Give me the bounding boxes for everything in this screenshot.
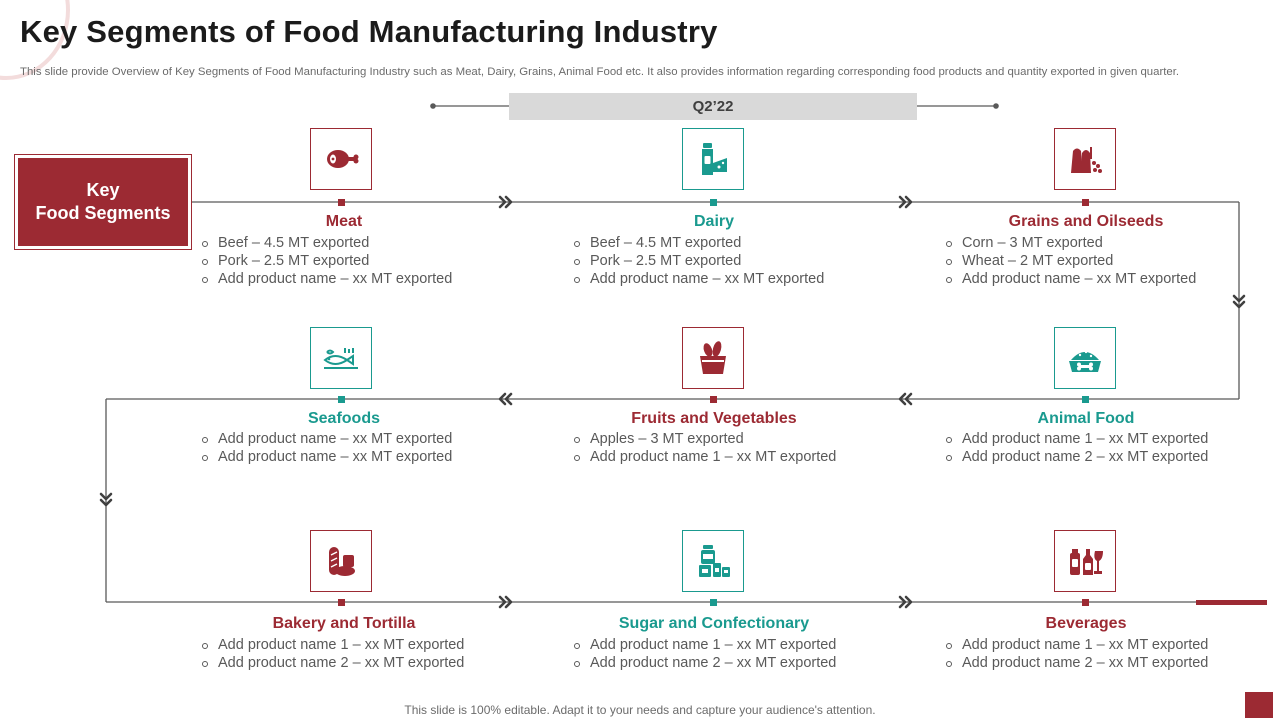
list-item: Add product name – xx MT exported [200, 270, 452, 288]
segment-list-meat: Beef – 4.5 MT exported Pork – 2.5 MT exp… [200, 234, 452, 288]
seafood-icon [310, 327, 372, 389]
dairy-icon [682, 128, 744, 190]
list-item: Pork – 2.5 MT exported [200, 252, 452, 270]
segment-title-grains: Grains and Oilseeds [1008, 213, 1164, 230]
seafood-connector-dot [338, 396, 345, 403]
segment-list-animal-food: Add product name 1 – xx MT exported Add … [944, 430, 1208, 466]
list-item: Add product name 2 – xx MT exported [572, 654, 836, 672]
list-item: Add product name 2 – xx MT exported [200, 654, 464, 672]
list-item: Beef – 4.5 MT exported [572, 234, 824, 252]
segment-list-sugar: Add product name 1 – xx MT exported Add … [572, 636, 836, 672]
bakery-connector-dot [338, 599, 345, 606]
list-item: Add product name – xx MT exported [200, 448, 452, 466]
list-item: Add product name 1 – xx MT exported [944, 430, 1208, 448]
animal-food-connector-dot [1082, 396, 1089, 403]
corner-accent [1245, 692, 1273, 718]
segment-title-dairy: Dairy [693, 213, 735, 230]
fruit-basket-icon [682, 327, 744, 389]
sugar-connector-dot [710, 599, 717, 606]
pet-bowl-icon [1054, 327, 1116, 389]
list-item: Add product name 1 – xx MT exported [572, 636, 836, 654]
list-item: Add product name 2 – xx MT exported [944, 448, 1208, 466]
segment-title-sugar: Sugar and Confectionary [618, 615, 810, 632]
meat-connector-dot [338, 199, 345, 206]
footer-note: This slide is 100% editable. Adapt it to… [404, 703, 876, 717]
segment-list-grains: Corn – 3 MT exported Wheat – 2 MT export… [944, 234, 1196, 288]
segment-list-seafoods: Add product name – xx MT exported Add pr… [200, 430, 452, 466]
sugar-jars-icon [682, 530, 744, 592]
list-item: Add product name 2 – xx MT exported [944, 654, 1208, 672]
segment-title-bakery: Bakery and Tortilla [272, 615, 416, 632]
accent-bar [1196, 600, 1267, 605]
beverages-connector-dot [1082, 599, 1089, 606]
page-title: Key Segments of Food Manufacturing Indus… [20, 14, 718, 49]
list-item: Add product name – xx MT exported [944, 270, 1196, 288]
segment-list-bakery: Add product name 1 – xx MT exported Add … [200, 636, 464, 672]
list-item: Pork – 2.5 MT exported [572, 252, 824, 270]
list-item: Add product name – xx MT exported [572, 270, 824, 288]
fruits-connector-dot [710, 396, 717, 403]
list-item: Corn – 3 MT exported [944, 234, 1196, 252]
segment-title-fruits: Fruits and Vegetables [631, 410, 797, 427]
segment-title-beverages: Beverages [1045, 615, 1127, 632]
list-item: Add product name – xx MT exported [200, 430, 452, 448]
period-label: Q2’22 [509, 93, 917, 120]
segment-list-beverages: Add product name 1 – xx MT exported Add … [944, 636, 1208, 672]
bread-icon [310, 530, 372, 592]
segment-title-seafoods: Seafoods [307, 410, 380, 427]
list-item: Add product name 1 – xx MT exported [572, 448, 836, 466]
segment-title-animal-food: Animal Food [1037, 410, 1135, 427]
list-item: Wheat – 2 MT exported [944, 252, 1196, 270]
list-item: Add product name 1 – xx MT exported [200, 636, 464, 654]
list-item: Beef – 4.5 MT exported [200, 234, 452, 252]
key-food-segments-box: Key Food Segments [14, 154, 192, 250]
segment-list-fruits: Apples – 3 MT exported Add product name … [572, 430, 836, 466]
meat-icon [310, 128, 372, 190]
page-subtitle: This slide provide Overview of Key Segme… [20, 66, 1180, 78]
grains-connector-dot [1082, 199, 1089, 206]
segment-title-meat: Meat [325, 213, 363, 230]
dairy-connector-dot [710, 199, 717, 206]
bottles-icon [1054, 530, 1116, 592]
segment-list-dairy: Beef – 4.5 MT exported Pork – 2.5 MT exp… [572, 234, 824, 288]
grains-icon [1054, 128, 1116, 190]
key-food-segments-label: Key Food Segments [18, 158, 188, 246]
list-item: Apples – 3 MT exported [572, 430, 836, 448]
list-item: Add product name 1 – xx MT exported [944, 636, 1208, 654]
